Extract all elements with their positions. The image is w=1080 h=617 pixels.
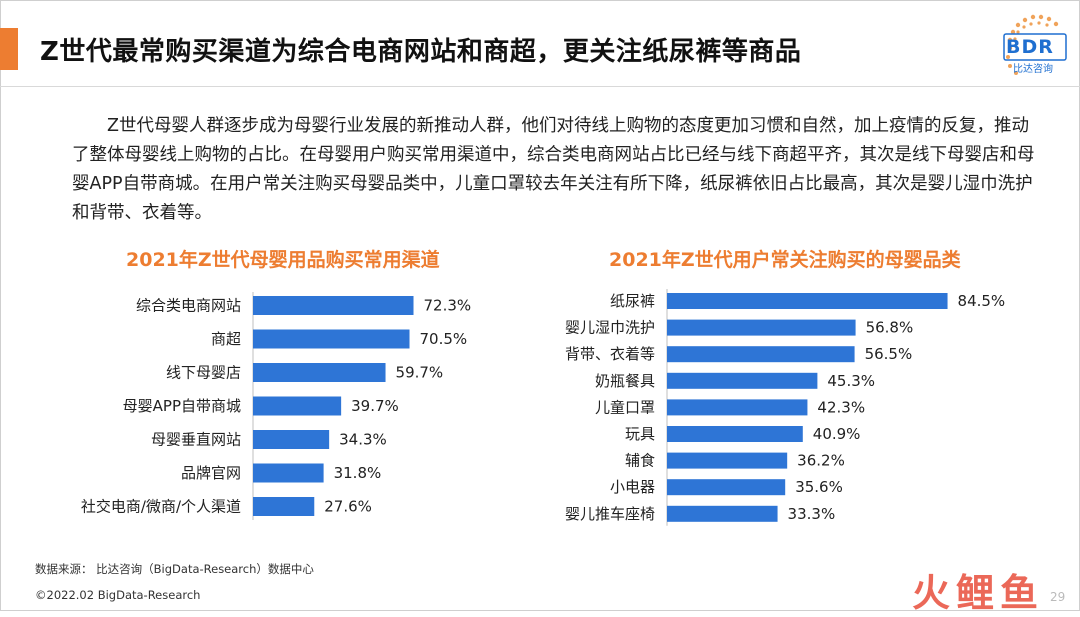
left-value-label-3: 39.7%	[351, 397, 399, 415]
right-bar-8	[667, 505, 778, 522]
left-bar-0	[253, 296, 414, 315]
left-category-label-0: 综合类电商网站	[136, 297, 241, 315]
logo-subtext: 比达咨询	[1013, 64, 1053, 75]
left-bar-3	[253, 396, 342, 416]
left-category-label-3: 母婴APP自带商城	[123, 397, 241, 415]
right-category-label-4: 儿童口罩	[595, 398, 655, 416]
right-bar-4	[667, 399, 808, 416]
right-value-label-1: 56.8%	[866, 319, 914, 337]
copyright: ©2022.02 BigData-Research	[35, 588, 201, 602]
left-value-label-2: 59.7%	[396, 364, 444, 382]
title-accent-bar	[0, 28, 18, 70]
right-category-label-5: 玩具	[625, 425, 655, 443]
right-bar-1	[667, 319, 856, 336]
right-value-label-3: 45.3%	[827, 372, 875, 390]
data-source: 数据来源： 比达咨询（BigData-Research）数据中心	[35, 562, 314, 576]
right-category-label-2: 背带、衣着等	[565, 345, 655, 363]
right-category-label-6: 辅食	[625, 452, 655, 470]
right-value-label-7: 35.6%	[795, 478, 843, 496]
right-chart-title: 2021年Z世代用户常关注购买的母婴品类	[609, 249, 961, 271]
bdr-logo-icon	[1003, 14, 1067, 75]
left-value-label-1: 70.5%	[420, 330, 468, 348]
right-bar-6	[667, 452, 788, 469]
right-value-label-4: 42.3%	[817, 398, 865, 416]
right-bar-5	[667, 426, 803, 442]
right-value-label-6: 36.2%	[797, 452, 845, 470]
right-category-label-1: 婴儿湿巾洗护	[565, 319, 655, 337]
right-bar-3	[667, 372, 818, 389]
left-category-label-2: 线下母婴店	[166, 364, 241, 382]
left-category-label-5: 品牌官网	[181, 464, 241, 482]
right-bar-0	[667, 293, 948, 309]
right-value-label-5: 40.9%	[813, 425, 861, 443]
left-chart-title: 2021年Z世代母婴用品购买常用渠道	[126, 249, 440, 271]
left-value-label-5: 31.8%	[334, 464, 382, 482]
left-bar-4	[253, 430, 330, 449]
watermark-logo: 火鲤鱼	[912, 571, 1045, 615]
right-value-label-2: 56.5%	[865, 345, 913, 363]
title-divider	[0, 86, 1080, 87]
right-category-label-3: 奶瓶餐具	[595, 372, 655, 390]
left-value-label-6: 27.6%	[324, 498, 372, 516]
right-category-label-7: 小电器	[610, 478, 655, 496]
left-value-label-0: 72.3%	[424, 297, 472, 315]
right-bar-2	[667, 346, 855, 363]
left-bar-1	[253, 329, 410, 349]
left-bar-6	[253, 497, 315, 516]
left-value-label-4: 34.3%	[339, 431, 387, 449]
right-value-label-0: 84.5%	[958, 292, 1006, 310]
summary-paragraph: Z世代母婴人群逐步成为母婴行业发展的新推动人群，他们对待线上购物的态度更加习惯和…	[72, 116, 1035, 223]
right-value-label-8: 33.3%	[788, 505, 836, 523]
left-bar-2	[253, 363, 386, 382]
left-category-label-6: 社交电商/微商/个人渠道	[81, 498, 241, 516]
right-bar-7	[667, 479, 786, 496]
page-title: Z世代最常购买渠道为综合电商网站和商超，更关注纸尿裤等商品	[40, 37, 802, 67]
page-number: 29	[1050, 590, 1066, 604]
left-category-label-1: 商超	[211, 330, 241, 348]
right-category-label-0: 纸尿裤	[610, 292, 655, 310]
left-bar-5	[253, 463, 324, 483]
left-category-label-4: 母婴垂直网站	[151, 431, 241, 449]
right-category-label-8: 婴儿推车座椅	[565, 505, 655, 523]
logo-text: BDR	[1006, 36, 1054, 58]
